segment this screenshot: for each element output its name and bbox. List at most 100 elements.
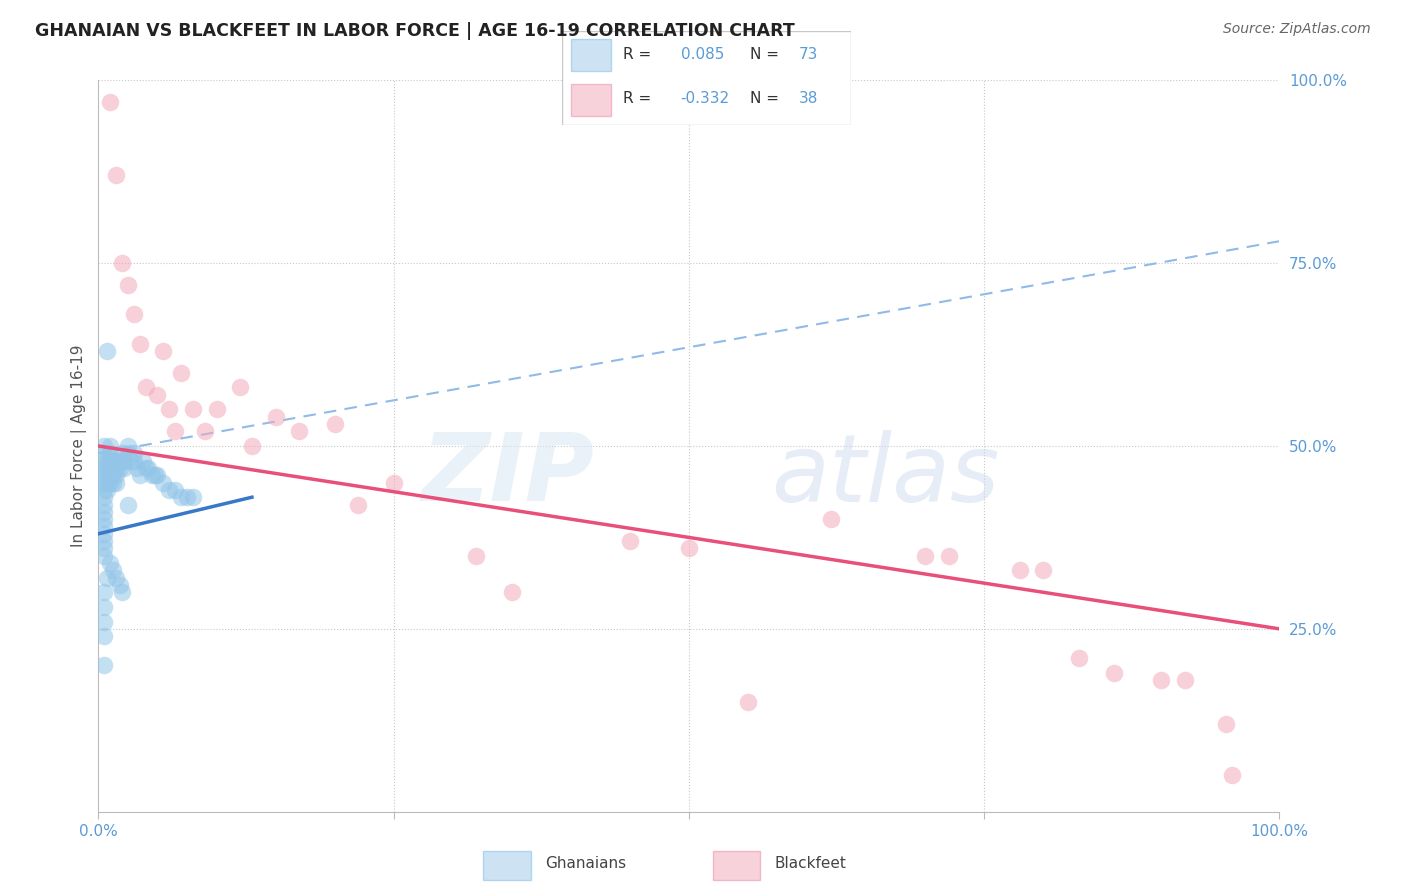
Point bbox=[105, 475, 128, 490]
Point bbox=[93, 446, 115, 460]
Text: N =: N = bbox=[749, 91, 783, 106]
Point bbox=[93, 599, 115, 614]
Point bbox=[96, 483, 118, 497]
Point bbox=[135, 461, 157, 475]
Point bbox=[93, 541, 115, 556]
Point bbox=[93, 526, 115, 541]
Point bbox=[152, 343, 174, 358]
Point bbox=[101, 563, 124, 577]
Point bbox=[98, 439, 121, 453]
Point bbox=[111, 585, 134, 599]
Point bbox=[1150, 673, 1173, 687]
Point bbox=[111, 256, 134, 270]
Point bbox=[93, 490, 115, 504]
Point bbox=[101, 468, 124, 483]
Point bbox=[165, 483, 187, 497]
Point bbox=[737, 695, 759, 709]
Point bbox=[181, 490, 204, 504]
Point bbox=[98, 453, 121, 467]
Text: Ghanaians: Ghanaians bbox=[546, 855, 626, 871]
Point bbox=[820, 512, 842, 526]
Point bbox=[1220, 768, 1243, 782]
Point bbox=[122, 446, 145, 460]
Point bbox=[96, 468, 118, 483]
Point bbox=[157, 402, 180, 417]
Point bbox=[101, 475, 124, 490]
Text: atlas: atlas bbox=[772, 430, 1000, 521]
Point bbox=[105, 453, 128, 467]
Point bbox=[108, 461, 131, 475]
Point bbox=[240, 439, 263, 453]
Point bbox=[146, 468, 169, 483]
Point bbox=[96, 475, 118, 490]
Point bbox=[143, 468, 166, 483]
Point bbox=[1067, 651, 1090, 665]
Point bbox=[98, 461, 121, 475]
Text: R =: R = bbox=[623, 91, 657, 106]
Point bbox=[93, 475, 115, 490]
Point bbox=[93, 461, 115, 475]
Point bbox=[122, 307, 145, 321]
Point bbox=[127, 461, 149, 475]
Point bbox=[105, 461, 128, 475]
Point bbox=[93, 453, 115, 467]
Point bbox=[101, 461, 124, 475]
Point bbox=[93, 483, 115, 497]
Point bbox=[96, 453, 118, 467]
Point bbox=[105, 571, 128, 585]
Point bbox=[98, 468, 121, 483]
Point bbox=[194, 425, 217, 439]
Text: GHANAIAN VS BLACKFEET IN LABOR FORCE | AGE 16-19 CORRELATION CHART: GHANAIAN VS BLACKFEET IN LABOR FORCE | A… bbox=[35, 22, 794, 40]
Point bbox=[914, 549, 936, 563]
Point bbox=[1102, 665, 1125, 680]
Point bbox=[96, 461, 118, 475]
Point bbox=[93, 585, 115, 599]
Point bbox=[165, 425, 187, 439]
Y-axis label: In Labor Force | Age 16-19: In Labor Force | Age 16-19 bbox=[72, 344, 87, 548]
Point bbox=[205, 402, 228, 417]
Point bbox=[93, 468, 115, 483]
Point bbox=[128, 336, 150, 351]
Point bbox=[152, 475, 174, 490]
Point bbox=[1032, 563, 1054, 577]
Point bbox=[288, 425, 311, 439]
Point bbox=[465, 549, 488, 563]
Point bbox=[93, 629, 115, 643]
Point bbox=[132, 453, 155, 467]
Point bbox=[323, 417, 346, 431]
Point bbox=[112, 453, 135, 467]
Point bbox=[678, 541, 700, 556]
Point bbox=[93, 512, 115, 526]
Point bbox=[112, 461, 135, 475]
Point bbox=[108, 453, 131, 467]
Point bbox=[93, 534, 115, 549]
Text: ZIP: ZIP bbox=[422, 429, 595, 521]
Point bbox=[181, 402, 204, 417]
Point bbox=[98, 446, 121, 460]
Point bbox=[1008, 563, 1031, 577]
Point bbox=[108, 578, 131, 592]
Point bbox=[105, 468, 128, 483]
Point bbox=[1174, 673, 1197, 687]
Text: 38: 38 bbox=[799, 91, 818, 106]
FancyBboxPatch shape bbox=[562, 31, 851, 125]
Text: N =: N = bbox=[749, 47, 783, 62]
Point bbox=[938, 549, 960, 563]
Point bbox=[264, 409, 287, 424]
Point bbox=[93, 658, 115, 673]
Point bbox=[101, 453, 124, 467]
Point bbox=[141, 468, 163, 483]
Point bbox=[111, 446, 134, 460]
Point bbox=[117, 498, 139, 512]
Point bbox=[98, 475, 121, 490]
FancyBboxPatch shape bbox=[713, 851, 761, 880]
Text: R =: R = bbox=[623, 47, 657, 62]
Point bbox=[117, 278, 139, 293]
Point bbox=[136, 461, 159, 475]
Text: 73: 73 bbox=[799, 47, 818, 62]
Text: 0.085: 0.085 bbox=[681, 47, 724, 62]
Point bbox=[93, 505, 115, 519]
Point bbox=[135, 380, 157, 394]
Point bbox=[98, 556, 121, 570]
Point bbox=[157, 483, 180, 497]
